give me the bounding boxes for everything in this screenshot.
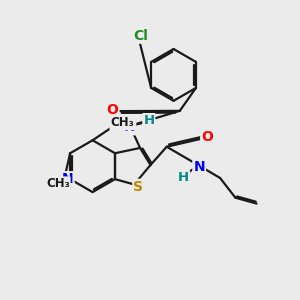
Text: O: O	[201, 130, 213, 144]
Text: CH₃: CH₃	[110, 116, 134, 129]
Text: CH₃: CH₃	[46, 177, 70, 190]
Text: H: H	[178, 171, 189, 184]
Text: N: N	[124, 120, 135, 134]
Text: O: O	[107, 103, 118, 117]
Text: Cl: Cl	[133, 29, 148, 43]
Text: S: S	[133, 180, 143, 194]
Text: H: H	[143, 114, 155, 127]
Text: N: N	[62, 172, 74, 186]
Text: N: N	[194, 160, 205, 174]
